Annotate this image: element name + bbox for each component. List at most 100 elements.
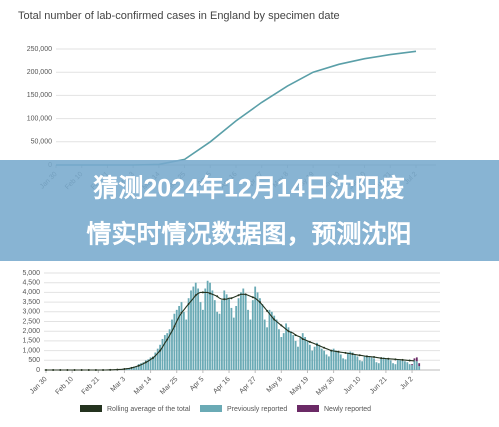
line-point [94, 369, 97, 371]
bar [354, 354, 356, 370]
bar [356, 356, 359, 370]
bar [180, 302, 183, 370]
bar [399, 360, 402, 370]
y-tick-label: 3,500 [22, 299, 40, 306]
bar [311, 350, 314, 370]
bar [297, 346, 299, 370]
bar [192, 286, 195, 370]
bar [175, 309, 178, 370]
bar [168, 329, 171, 370]
bar [337, 352, 340, 370]
line-point [216, 295, 219, 298]
bar [242, 288, 245, 370]
line-point [59, 369, 62, 371]
line-point [337, 350, 340, 353]
bar [318, 344, 321, 370]
bar [415, 361, 418, 370]
bar [280, 337, 283, 370]
bar [268, 309, 271, 370]
bar [339, 354, 342, 370]
bar [304, 337, 306, 370]
bar [396, 359, 399, 370]
line-point [394, 358, 397, 361]
bar [349, 351, 352, 370]
bar [306, 340, 309, 370]
line-point [66, 369, 69, 371]
line-point [273, 318, 276, 321]
line-point [223, 298, 226, 301]
bar [259, 298, 261, 370]
y-tick-label: 2,000 [22, 328, 40, 335]
bar [142, 362, 145, 370]
legend-label: Rolling average of the total [107, 406, 191, 413]
line-point [87, 369, 90, 371]
bar [289, 331, 292, 370]
bar [294, 340, 297, 370]
line-point [159, 349, 162, 352]
line-point [109, 368, 112, 371]
bar [389, 360, 392, 370]
bar [332, 348, 335, 370]
bar [415, 357, 418, 362]
bar [194, 282, 197, 370]
bar [220, 300, 223, 370]
bar [216, 311, 219, 370]
line-point [380, 357, 383, 360]
bar [152, 356, 154, 370]
bar [213, 300, 216, 370]
bar [382, 357, 385, 370]
y-tick-label: 200,000 [27, 69, 52, 76]
bar [256, 292, 259, 370]
line-point [137, 364, 140, 367]
bar [342, 358, 345, 370]
line-point [52, 369, 55, 371]
bar [228, 298, 230, 370]
bar [163, 335, 166, 370]
bar [418, 366, 421, 370]
line-point [287, 330, 290, 333]
line-point [330, 349, 333, 352]
line-point [323, 346, 326, 349]
bar [411, 364, 413, 366]
bar [190, 290, 192, 370]
bar [387, 359, 390, 370]
line-point [194, 294, 197, 297]
bar [235, 305, 238, 370]
line-point [187, 303, 190, 306]
bar [178, 305, 181, 370]
bar [263, 319, 266, 370]
line-point [373, 356, 376, 359]
bar [244, 294, 247, 370]
bar [358, 360, 361, 370]
bar [275, 319, 278, 370]
line-point [130, 366, 133, 369]
bar [137, 364, 140, 370]
bar [351, 352, 354, 370]
bar [270, 311, 273, 370]
line-point [365, 355, 368, 358]
bar [147, 359, 150, 370]
y-tick-label: 5,000 [22, 270, 40, 277]
bar [418, 363, 421, 367]
bar [373, 358, 375, 370]
line-point [151, 356, 154, 359]
bar [237, 298, 240, 370]
bar [240, 292, 242, 370]
bar [377, 363, 380, 370]
bar [346, 352, 349, 370]
bar [413, 360, 416, 370]
y-tick-label: 1,500 [22, 338, 40, 345]
y-tick-label: 4,500 [22, 280, 40, 287]
bar [266, 327, 268, 370]
bar [361, 361, 364, 370]
bar [320, 348, 323, 370]
line-point [244, 293, 247, 296]
bar [247, 309, 249, 370]
line-point [408, 359, 411, 362]
bar [380, 358, 383, 370]
bar [285, 323, 287, 370]
line-point [266, 309, 269, 312]
bar [182, 311, 185, 370]
bar [363, 356, 366, 370]
